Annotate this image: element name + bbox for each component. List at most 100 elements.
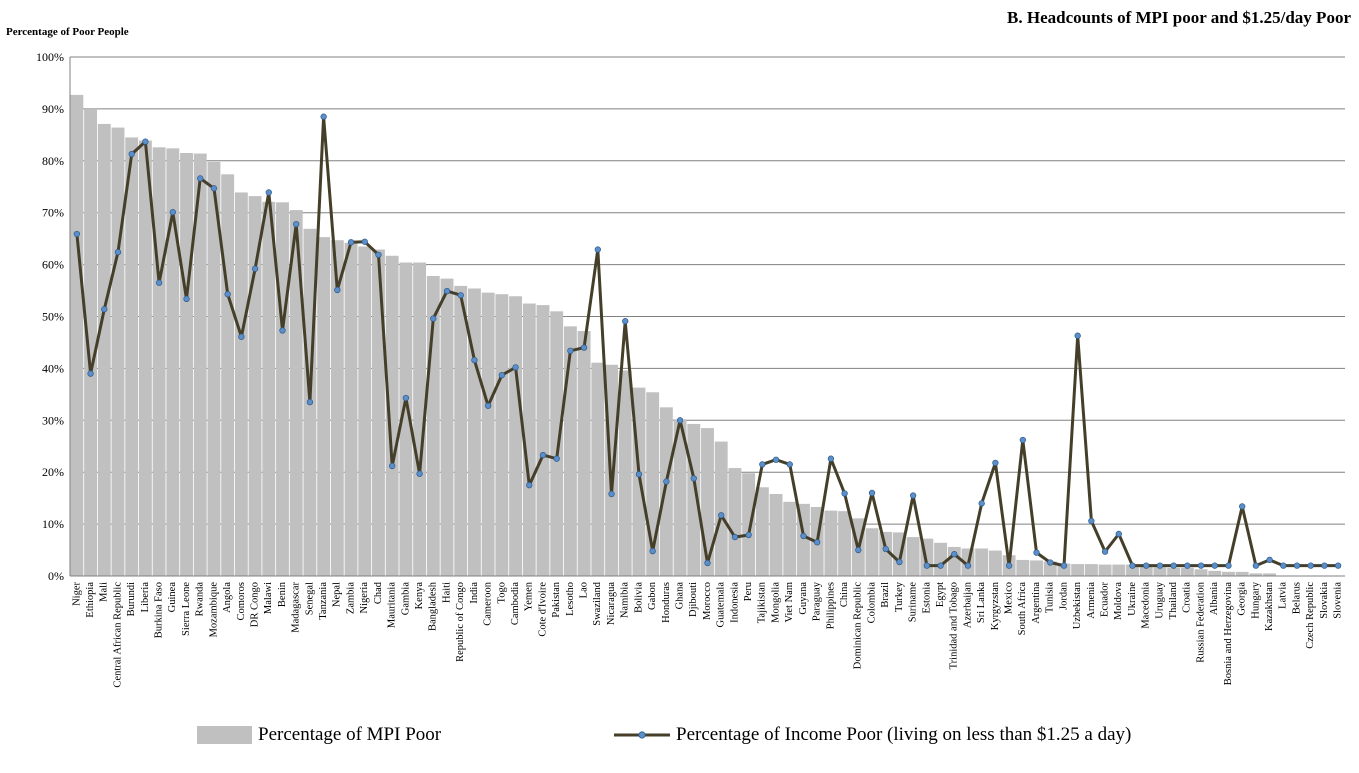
x-tick-label: Bangladesh bbox=[428, 581, 439, 631]
income-point bbox=[992, 459, 999, 467]
x-tick-label: Cambodia bbox=[510, 582, 521, 625]
x-tick-label: Latvia bbox=[1278, 582, 1289, 609]
income-point bbox=[951, 551, 958, 558]
mpi-bars bbox=[70, 94, 1277, 577]
x-tick-label: South Africa bbox=[1017, 582, 1028, 636]
x-tick-label: Peru bbox=[743, 581, 754, 601]
income-point bbox=[1005, 562, 1013, 569]
income-point bbox=[334, 286, 341, 294]
bar bbox=[330, 240, 344, 576]
x-tick-label: Benin bbox=[277, 581, 288, 607]
income-point bbox=[484, 402, 492, 409]
income-point bbox=[1307, 562, 1314, 569]
income-point bbox=[635, 471, 643, 478]
bar bbox=[1043, 561, 1057, 576]
axes bbox=[69, 57, 1345, 577]
x-tick-label: Liberia bbox=[140, 582, 151, 613]
bar bbox=[1180, 567, 1194, 576]
bar bbox=[865, 528, 879, 576]
income-point bbox=[663, 478, 670, 485]
income-point bbox=[169, 209, 176, 216]
bar bbox=[673, 419, 687, 576]
income-point bbox=[1293, 562, 1301, 569]
income-point bbox=[142, 138, 149, 145]
x-tick-label: Indonesia bbox=[729, 582, 740, 623]
bar bbox=[248, 196, 262, 577]
y-tick-label: 70% bbox=[42, 206, 64, 220]
income-point bbox=[87, 370, 94, 377]
x-tick-label: Burkina Faso bbox=[154, 582, 165, 638]
x-tick-label: Slovakia bbox=[1319, 582, 1330, 619]
income-point bbox=[772, 456, 780, 463]
y-tick-label: 10% bbox=[42, 517, 64, 531]
x-tick-label: Tanzania bbox=[318, 582, 329, 620]
x-tick-label: Cote d'Ivoire bbox=[537, 582, 548, 637]
bar bbox=[152, 147, 166, 576]
bar bbox=[838, 511, 852, 576]
income-point bbox=[375, 251, 382, 258]
x-tick-label: Azerbaijan bbox=[962, 581, 973, 628]
bar bbox=[317, 237, 331, 576]
income-point bbox=[731, 533, 739, 541]
y-tick-label: 0% bbox=[48, 569, 64, 583]
income-point bbox=[1019, 436, 1026, 444]
x-tick-label: Cameroon bbox=[483, 581, 494, 625]
bar bbox=[413, 262, 427, 576]
x-tick-label: Chad bbox=[373, 581, 384, 604]
x-tick-label: Uruguay bbox=[1154, 581, 1165, 618]
income-point bbox=[1197, 562, 1205, 569]
income-point bbox=[1211, 562, 1218, 569]
income-point bbox=[567, 347, 574, 354]
bar bbox=[824, 510, 838, 576]
income-point bbox=[238, 333, 245, 340]
x-tick-label: Hungary bbox=[1250, 581, 1261, 618]
bar bbox=[659, 407, 673, 576]
x-tick-label: India bbox=[469, 582, 480, 604]
bar bbox=[1030, 560, 1043, 576]
bar bbox=[344, 242, 358, 576]
x-tick-label: Dominican Republic bbox=[853, 582, 864, 670]
x-tick-label: Bolivia bbox=[633, 582, 644, 613]
income-point bbox=[882, 545, 889, 553]
income-point bbox=[320, 113, 327, 120]
bar bbox=[1098, 564, 1112, 576]
y-tick-label: 100% bbox=[36, 50, 64, 64]
x-tick-label: Nigeria bbox=[359, 582, 370, 614]
income-point bbox=[361, 238, 368, 245]
income-point bbox=[183, 295, 190, 303]
income-point bbox=[457, 292, 464, 299]
x-tick-label: Niger bbox=[71, 582, 82, 606]
income-point bbox=[526, 482, 533, 489]
income-point bbox=[155, 279, 163, 286]
x-tick-label: Swaziland bbox=[592, 581, 603, 625]
income-point bbox=[1334, 562, 1342, 569]
income-point bbox=[279, 327, 286, 334]
bar bbox=[577, 331, 591, 576]
bar bbox=[618, 370, 632, 576]
income-point bbox=[1115, 530, 1122, 538]
x-tick-label: DR Congo bbox=[250, 582, 261, 627]
bar bbox=[522, 303, 536, 576]
x-tick-label: Angola bbox=[222, 582, 233, 613]
bar bbox=[193, 153, 207, 576]
income-point bbox=[1129, 562, 1136, 569]
bar bbox=[495, 294, 509, 576]
bar bbox=[975, 548, 989, 576]
bar bbox=[1235, 571, 1249, 576]
x-tick-label: Lao bbox=[579, 582, 590, 598]
bar bbox=[399, 262, 413, 576]
legend-label-income: Percentage of Income Poor (living on les… bbox=[676, 724, 1132, 745]
income-point bbox=[210, 185, 218, 192]
bar bbox=[1249, 573, 1263, 576]
x-tick-label: Mali bbox=[99, 582, 110, 602]
x-tick-label: Egypt bbox=[935, 582, 946, 607]
x-tick-label: Estonia bbox=[921, 582, 932, 614]
x-tick-label: Brazil bbox=[880, 582, 891, 608]
x-tick-label: China bbox=[839, 582, 850, 607]
income-point bbox=[690, 475, 697, 482]
income-point bbox=[608, 490, 615, 498]
income-point bbox=[1225, 562, 1232, 569]
bar bbox=[440, 278, 454, 576]
x-tick-label: Viet Nam bbox=[784, 582, 795, 622]
x-tick-label: Sri Lanka bbox=[976, 582, 987, 623]
